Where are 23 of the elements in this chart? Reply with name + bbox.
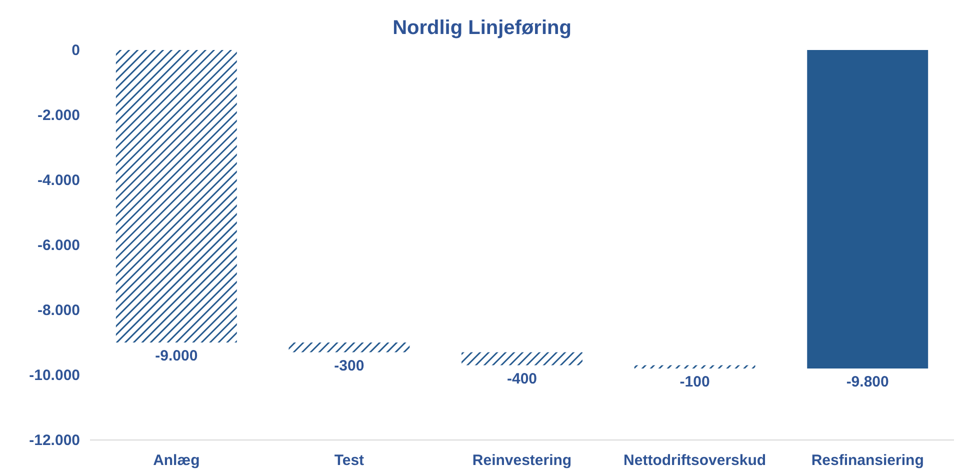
- x-tick-label: Reinvestering: [472, 452, 572, 469]
- y-tick-label: 0: [72, 42, 80, 59]
- data-label: -9.000: [155, 348, 198, 364]
- data-label: -9.800: [846, 374, 889, 390]
- bar: [462, 352, 582, 366]
- y-tick-label: -4.000: [37, 172, 80, 189]
- data-label: -300: [334, 357, 364, 374]
- y-tick-label: -6.000: [37, 237, 80, 254]
- bar: [116, 50, 237, 342]
- bar: [807, 50, 928, 368]
- y-tick-label: -8.000: [37, 302, 80, 319]
- y-tick-label: -12.000: [29, 432, 80, 449]
- x-tick-label: Test: [334, 452, 364, 469]
- x-tick-label: Anlæg: [153, 452, 200, 469]
- data-label: -100: [680, 374, 710, 390]
- y-tick-label: -2.000: [37, 107, 80, 124]
- y-tick-label: -10.000: [29, 367, 80, 384]
- chart-title: Nordlig Linjeføring: [392, 17, 572, 39]
- x-tick-label: Resfinansiering: [811, 452, 924, 469]
- data-label: -400: [506, 370, 538, 388]
- x-tick-label: Nettodriftsoverskud: [624, 452, 766, 469]
- bar: [634, 365, 756, 368]
- bar: [288, 342, 410, 352]
